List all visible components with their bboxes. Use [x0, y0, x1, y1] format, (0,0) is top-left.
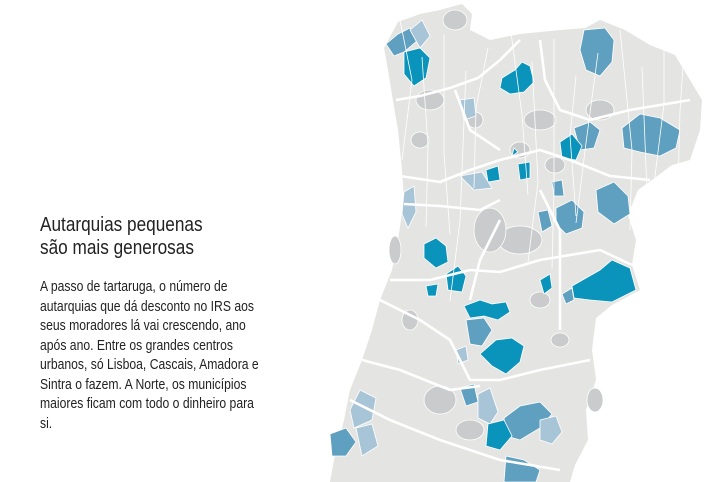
municipal-boundary	[575, 52, 599, 224]
municipality-discount-low	[401, 185, 417, 229]
district-border	[379, 298, 591, 382]
municipality-no-discount	[388, 235, 402, 265]
municipality-discount-high	[485, 165, 501, 183]
municipal-boundary	[641, 66, 655, 298]
map-municipalities	[329, 9, 687, 482]
municipal-boundary	[619, 29, 633, 231]
page-title: Autarquias pequenas são mais generosas	[40, 214, 203, 260]
municipality-discount-high	[425, 283, 439, 297]
body-text: A passo de tartaruga, o número de autarq…	[40, 279, 259, 432]
municipality-discount-high	[485, 419, 513, 451]
municipality-discount-low	[349, 389, 377, 429]
municipal-boundary	[399, 19, 413, 161]
municipality-no-discount	[442, 9, 468, 31]
municipality-no-discount	[410, 131, 430, 149]
municipality-discount-high	[423, 237, 449, 269]
municipal-boundary	[473, 47, 489, 189]
municipal-boundary	[569, 75, 577, 217]
municipality-no-discount	[586, 387, 604, 413]
district-borders	[349, 39, 691, 472]
municipal-boundary	[421, 56, 429, 228]
district-border	[390, 248, 633, 282]
municipality-discount-mid	[537, 209, 553, 233]
municipality-no-discount	[529, 291, 551, 309]
district-border	[468, 219, 502, 301]
district-border	[349, 398, 561, 472]
municipality-discount-mid	[579, 27, 615, 77]
municipality-discount-mid	[465, 317, 493, 347]
municipal-boundary	[551, 39, 555, 270]
municipality-no-discount	[473, 207, 507, 253]
municipal-boundary	[509, 24, 529, 196]
district-border	[403, 198, 501, 212]
municipality-discount-high	[511, 147, 519, 157]
district-border	[395, 39, 521, 102]
municipality-no-discount	[455, 419, 485, 441]
municipality-discount-high	[539, 273, 553, 295]
municipality-discount-high	[463, 299, 511, 321]
municipal-boundary	[527, 61, 539, 263]
municipality-discount-mid	[329, 427, 357, 457]
municipality-discount-low	[539, 415, 563, 445]
municipal-boundary	[677, 20, 687, 192]
municipality-no-discount	[523, 109, 557, 131]
municipality-discount-high	[479, 337, 525, 375]
district-border	[453, 89, 501, 152]
municipality-no-discount	[550, 332, 570, 348]
district-border	[538, 39, 691, 122]
municipality-discount-low	[477, 387, 499, 425]
title-line-1: Autarquias pequenas	[40, 214, 203, 236]
municipality-discount-low	[355, 423, 379, 457]
municipality-discount-high	[571, 259, 637, 303]
municipality-discount-mid	[621, 113, 681, 157]
municipality-discount-mid	[561, 287, 575, 305]
district-border	[399, 148, 651, 184]
municipality-discount-mid	[551, 179, 565, 197]
municipality-discount-high	[517, 161, 531, 181]
municipality-discount-low	[409, 19, 431, 49]
district-border	[361, 358, 481, 392]
district-border	[538, 189, 562, 330]
title-line-2: são mais generosas	[40, 237, 194, 259]
municipality-no-discount	[544, 156, 566, 174]
